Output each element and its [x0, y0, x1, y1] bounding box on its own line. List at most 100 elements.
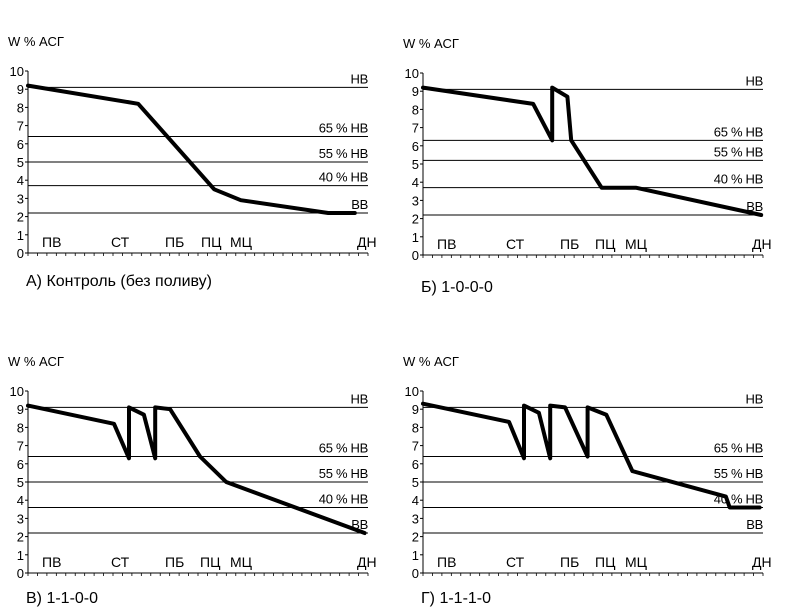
y-tick-label: 3 [412, 511, 419, 526]
moisture-series-line [26, 83, 357, 215]
reference-line-label: 40 % НВ [319, 170, 368, 185]
y-tick-label: 7 [17, 119, 24, 134]
chart-title: В) 1-1-0-0 [26, 590, 98, 607]
phase-label: СТ [506, 236, 525, 252]
y-tick-label: 6 [412, 139, 419, 154]
y-tick-label: 3 [17, 191, 24, 206]
y-tick-label: 3 [17, 511, 24, 526]
chart-panel-3: W % АСГ 0 1 2 3 4 5 6 7 8 9 10 ПВ СТ ПБ ПЦ МЦ ДН НВ 65 % НВ… [8, 354, 377, 607]
y-tick-label: 9 [17, 402, 24, 417]
y-tick-label: 0 [17, 246, 24, 261]
moisture-series-line [26, 403, 367, 535]
chart-title: Г) 1-1-1-0 [421, 590, 491, 607]
y-tick-label: 7 [17, 439, 24, 454]
y-tick-label: 9 [17, 82, 24, 97]
y-tick-label: 2 [17, 530, 24, 545]
y-tick-label: 10 [10, 64, 24, 79]
phase-label: ПБ [560, 554, 579, 570]
y-axis-label: W % АСГ [8, 34, 64, 49]
y-tick-label: 3 [412, 193, 419, 208]
reference-line-label: 55 % НВ [714, 466, 763, 481]
y-tick-label: 2 [412, 212, 419, 227]
reference-line-label: ВВ [746, 199, 763, 214]
phase-label: ДН [752, 236, 772, 252]
y-tick-label: 0 [412, 566, 419, 581]
reference-line-label: НВ [351, 391, 368, 406]
chart-title: А) Контроль (без поливу) [26, 273, 212, 290]
y-tick-label: 5 [17, 475, 24, 490]
phase-label: ПВ [42, 554, 61, 570]
reference-line-label: 65 % НВ [714, 441, 763, 456]
reference-line-label: 55 % НВ [319, 146, 368, 161]
reference-line-label: НВ [746, 73, 763, 88]
phase-label: ДН [357, 234, 377, 250]
y-tick-label: 0 [17, 566, 24, 581]
moisture-series-line [421, 401, 762, 510]
y-tick-label: 1 [412, 548, 419, 563]
phase-label: МЦ [625, 554, 648, 570]
reference-line-label: 40 % НВ [714, 172, 763, 187]
reference-line-label: 55 % НВ [319, 466, 368, 481]
y-tick-label: 6 [412, 457, 419, 472]
y-tick-label: 2 [17, 210, 24, 225]
y-axis-label: W % АСГ [403, 354, 459, 369]
y-tick-label: 6 [17, 137, 24, 152]
reference-line-label: 55 % НВ [714, 144, 763, 159]
y-tick-label: 8 [412, 420, 419, 435]
phase-label: ДН [357, 554, 377, 570]
y-tick-label: 4 [17, 493, 24, 508]
reference-line-label: 40 % НВ [319, 491, 368, 506]
y-tick-label: 5 [412, 157, 419, 172]
y-tick-label: 4 [17, 173, 24, 188]
reference-line-label: 65 % НВ [714, 124, 763, 139]
chart-title: Б) 1-0-0-0 [421, 279, 493, 296]
phase-label: ПВ [437, 554, 456, 570]
y-tick-label: 4 [412, 493, 419, 508]
y-tick-label: 10 [405, 66, 419, 81]
moisture-series-line [421, 85, 764, 217]
chart-panel-2: W % АСГ 0 1 2 3 4 5 6 7 8 9 10 ПВ СТ ПБ ПЦ МЦ ДН НВ 65 % НВ… [403, 36, 772, 296]
y-tick-label: 5 [17, 155, 24, 170]
phase-label: ПЦ [595, 236, 616, 252]
y-tick-label: 1 [17, 228, 24, 243]
phase-label: ПВ [42, 234, 61, 250]
chart-panel-1: W % АСГ 0 1 2 3 4 5 6 7 8 9 10 ПВ СТ ПБ ПЦ МЦ ДН НВ 65 % НВ… [8, 34, 377, 290]
y-tick-label: 8 [412, 102, 419, 117]
chart-panel-4: W % АСГ 0 1 2 3 4 5 6 7 8 9 10 ПВ СТ ПБ ПЦ МЦ ДН НВ 65 % НВ… [403, 354, 772, 607]
y-tick-label: 0 [412, 248, 419, 263]
reference-line-label: ВВ [746, 517, 763, 532]
y-tick-label: 8 [17, 100, 24, 115]
y-tick-label: 10 [405, 384, 419, 399]
y-tick-label: 6 [17, 457, 24, 472]
phase-label: МЦ [625, 236, 648, 252]
y-axis-label: W % АСГ [8, 354, 64, 369]
y-tick-label: 8 [17, 420, 24, 435]
reference-line-label: НВ [746, 391, 763, 406]
y-tick-label: 7 [412, 439, 419, 454]
y-tick-label: 1 [17, 548, 24, 563]
phase-label: ПБ [165, 234, 184, 250]
phase-label: СТ [506, 554, 525, 570]
phase-label: ДН [752, 554, 772, 570]
y-tick-label: 5 [412, 475, 419, 490]
y-axis-label: W % АСГ [403, 36, 459, 51]
phase-label: ПЦ [595, 554, 616, 570]
y-tick-label: 7 [412, 121, 419, 136]
y-tick-label: 9 [412, 402, 419, 417]
phase-label: МЦ [230, 234, 253, 250]
phase-label: ПВ [437, 236, 456, 252]
phase-label: ПБ [560, 236, 579, 252]
reference-line-label: НВ [351, 71, 368, 86]
reference-line-label: 65 % НВ [319, 121, 368, 136]
y-tick-label: 9 [412, 84, 419, 99]
y-tick-label: 10 [10, 384, 24, 399]
phase-label: СТ [111, 234, 130, 250]
phase-label: ПЦ [200, 554, 221, 570]
phase-label: ПЦ [201, 234, 222, 250]
y-tick-label: 4 [412, 175, 419, 190]
phase-label: МЦ [230, 554, 253, 570]
phase-label: ПБ [165, 554, 184, 570]
reference-line-label: ВВ [351, 197, 368, 212]
reference-line-label: 65 % НВ [319, 441, 368, 456]
